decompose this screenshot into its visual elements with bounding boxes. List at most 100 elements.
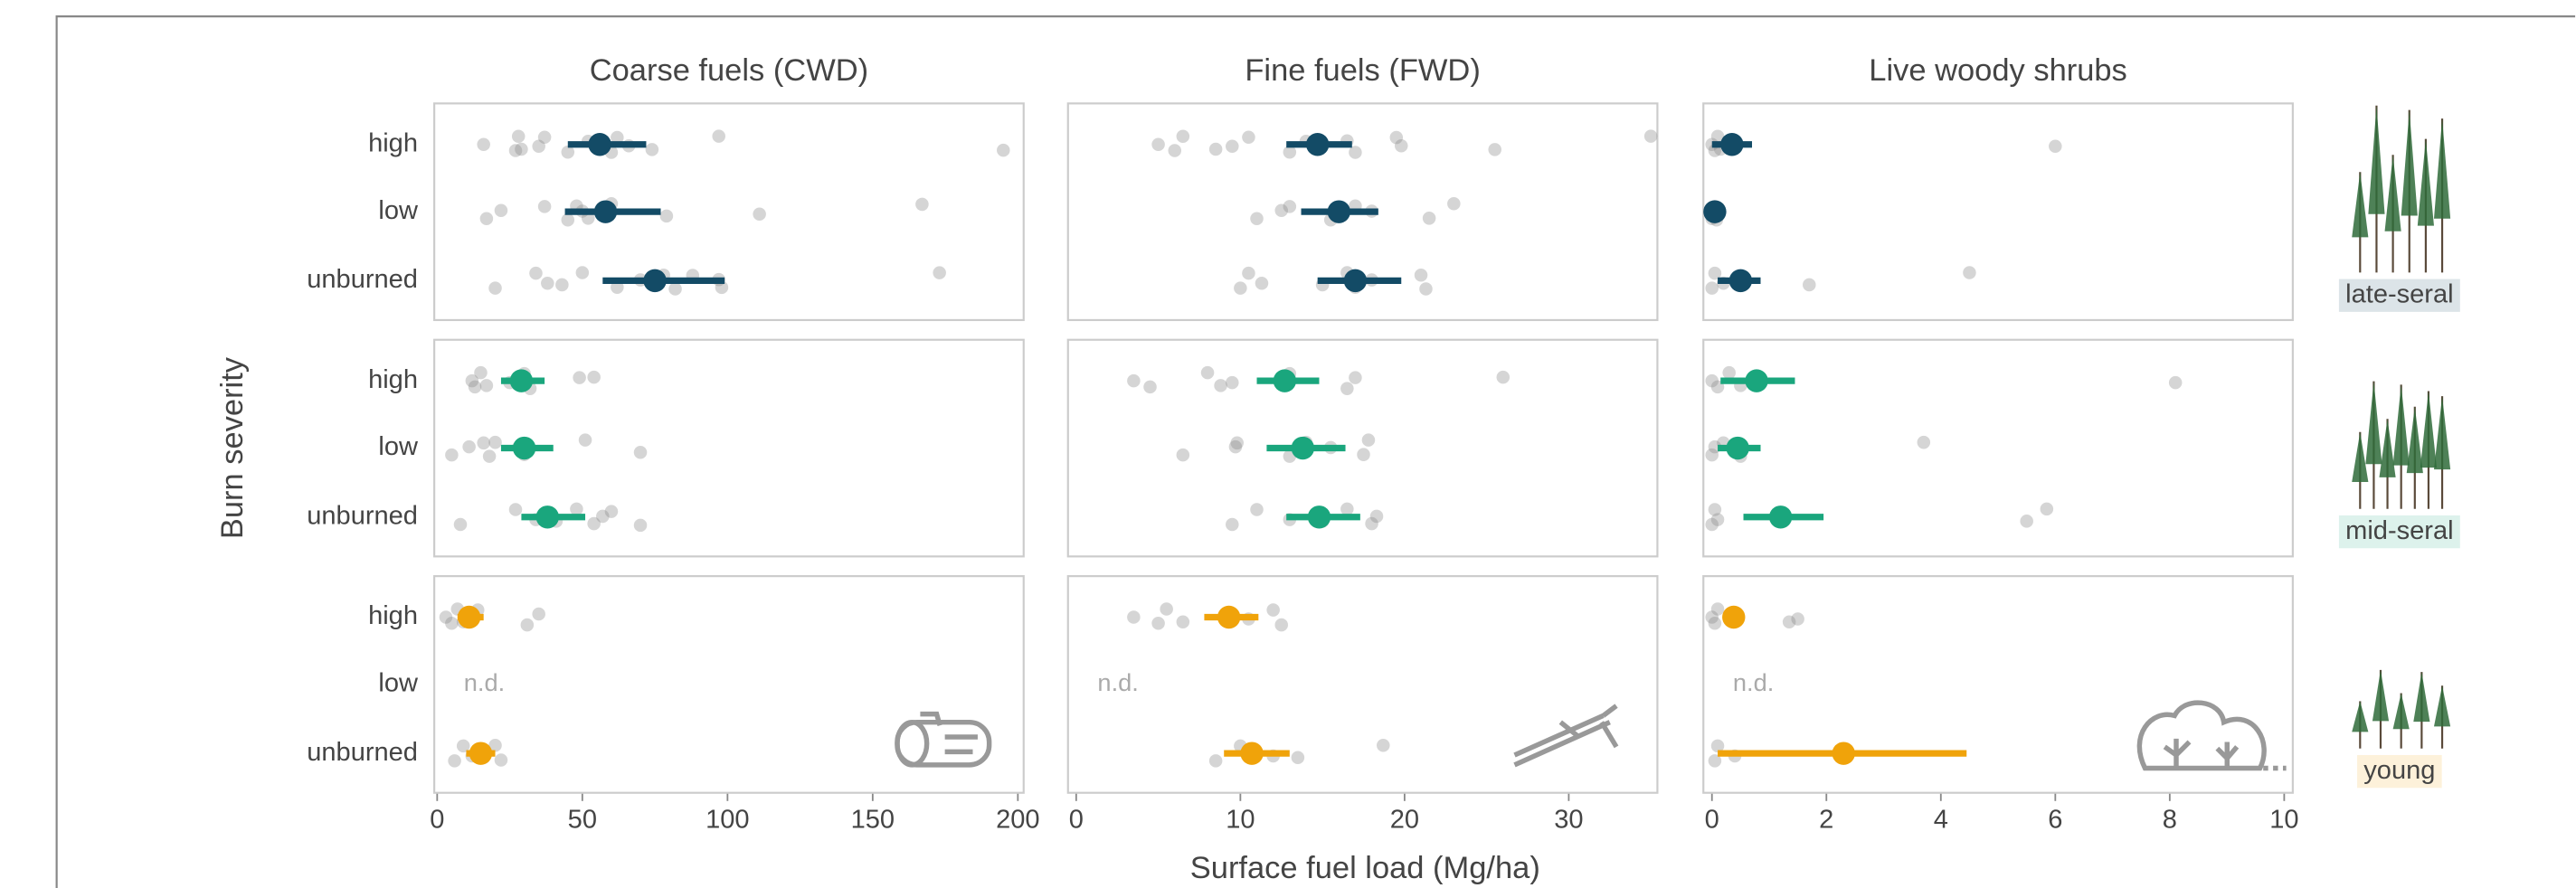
- raw-point: [1266, 603, 1280, 617]
- tree-crown: [2365, 382, 2382, 465]
- raw-point: [1357, 448, 1370, 461]
- y-axis-title: Burn severity: [215, 356, 250, 539]
- raw-point: [1292, 751, 1305, 764]
- raw-point: [1722, 366, 1736, 380]
- mean-point: [1703, 200, 1726, 222]
- raw-point: [1226, 376, 1239, 390]
- mean-point: [1722, 606, 1745, 628]
- x-tick-label: 2: [1819, 805, 1833, 834]
- mean-point: [536, 505, 559, 528]
- x-tick-label: 6: [2048, 805, 2062, 834]
- raw-point: [2049, 139, 2062, 153]
- mean-point: [1274, 369, 1296, 392]
- mean-point: [1292, 437, 1314, 459]
- raw-point: [495, 203, 508, 217]
- raw-point: [2169, 376, 2183, 390]
- raw-point: [634, 446, 648, 459]
- raw-point: [712, 129, 725, 143]
- raw-point: [1709, 617, 1722, 630]
- raw-point: [1415, 269, 1428, 282]
- x-tick-label: 30: [1554, 805, 1583, 834]
- tree-crown: [2413, 672, 2429, 722]
- category-label: high: [368, 601, 418, 630]
- raw-point: [1177, 615, 1190, 628]
- category-label: low: [378, 196, 419, 225]
- tree-icon: [2352, 106, 2450, 273]
- raw-point: [1711, 513, 1725, 526]
- stage-label: mid-seral: [2345, 516, 2453, 545]
- raw-point: [1242, 131, 1255, 145]
- raw-point: [1250, 503, 1264, 516]
- raw-point: [660, 210, 674, 223]
- raw-point: [521, 619, 535, 632]
- raw-point: [480, 379, 494, 392]
- panel: [1703, 103, 2293, 320]
- tree-crown: [2368, 106, 2384, 214]
- x-tick-label: 10: [2269, 805, 2298, 834]
- raw-point: [1419, 282, 1433, 296]
- raw-point: [1177, 129, 1190, 143]
- raw-point: [1274, 619, 1288, 632]
- mean-point: [1217, 606, 1240, 628]
- raw-point: [1226, 139, 1239, 153]
- raw-point: [668, 282, 682, 296]
- tree-crown: [2352, 432, 2368, 482]
- panel: [1068, 576, 1658, 793]
- raw-point: [474, 366, 488, 380]
- stage-label: young: [2363, 756, 2435, 785]
- raw-point: [605, 505, 619, 518]
- raw-point: [1230, 437, 1244, 450]
- x-tick-label: 0: [1069, 805, 1084, 834]
- tree-crown: [2379, 419, 2395, 477]
- raw-point: [488, 436, 502, 449]
- tree-crown: [2385, 155, 2401, 231]
- raw-point: [555, 279, 569, 292]
- tree-crown: [2407, 407, 2423, 473]
- raw-point: [646, 143, 659, 156]
- raw-point: [512, 129, 526, 143]
- raw-point: [573, 371, 586, 384]
- raw-point: [477, 137, 490, 151]
- raw-point: [562, 213, 575, 227]
- mean-point: [1308, 505, 1331, 528]
- raw-point: [1644, 129, 1658, 143]
- raw-point: [753, 207, 766, 221]
- mean-point: [1344, 269, 1367, 292]
- x-tick-label: 0: [1705, 805, 1719, 834]
- raw-point: [1497, 371, 1511, 384]
- raw-point: [538, 131, 552, 145]
- mean-point: [1833, 742, 1855, 764]
- column-title: Fine fuels (FWD): [1245, 53, 1480, 88]
- raw-point: [579, 433, 592, 447]
- raw-point: [462, 440, 476, 454]
- raw-point: [532, 608, 545, 621]
- raw-point: [1447, 197, 1461, 211]
- tree-crown: [2420, 392, 2437, 468]
- tree-crown: [2434, 685, 2450, 726]
- raw-point: [1201, 366, 1215, 380]
- raw-point: [2020, 515, 2033, 528]
- category-label: high: [368, 365, 418, 394]
- mean-point: [469, 742, 492, 764]
- raw-point: [488, 281, 502, 295]
- raw-point: [1214, 379, 1227, 392]
- raw-point: [1283, 200, 1297, 213]
- mean-point: [513, 437, 535, 459]
- raw-point: [634, 519, 648, 533]
- raw-point: [477, 437, 490, 450]
- raw-point: [1711, 602, 1725, 616]
- mean-point: [1769, 505, 1792, 528]
- raw-point: [1377, 739, 1390, 752]
- x-tick-label: 0: [430, 805, 444, 834]
- tree-crown: [2401, 110, 2418, 216]
- raw-point: [1705, 281, 1719, 295]
- raw-point: [1340, 382, 1354, 395]
- raw-point: [1362, 433, 1376, 447]
- x-tick-label: 200: [996, 805, 1039, 834]
- category-label: low: [378, 432, 419, 461]
- raw-point: [2041, 503, 2054, 516]
- raw-point: [448, 754, 461, 768]
- no-data-note: n.d.: [464, 668, 505, 696]
- chart: Burn severity Surface fuel load (Mg/ha) …: [0, 0, 2576, 888]
- raw-point: [933, 266, 946, 279]
